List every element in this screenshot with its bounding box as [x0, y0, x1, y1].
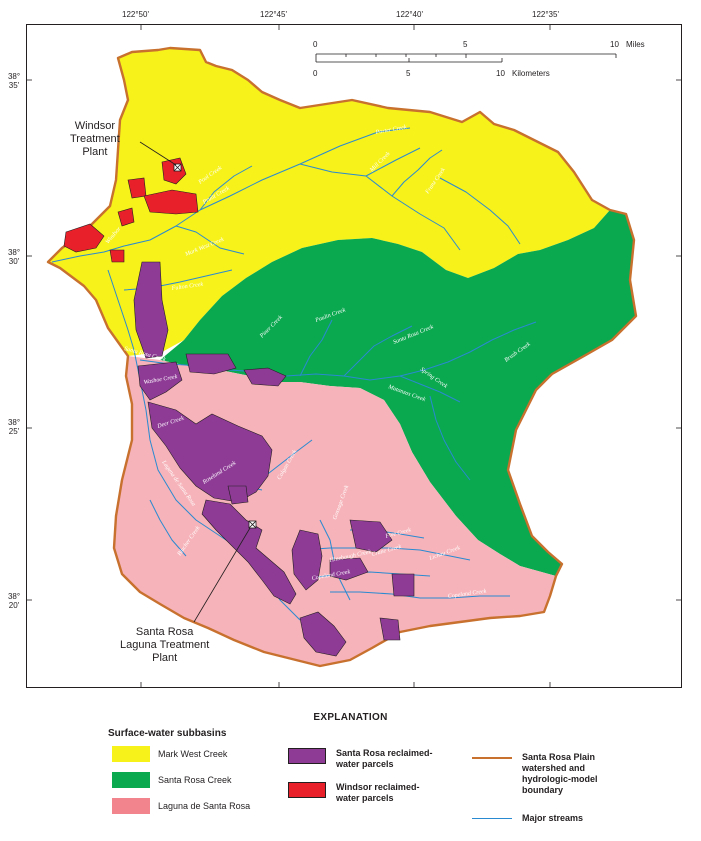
lat-label-3: 38° 25': [7, 418, 21, 436]
scale-miles-unit: Miles: [626, 40, 645, 49]
lat-label-2: 38° 30': [7, 248, 21, 266]
legend-label-laguna: Laguna de Santa Rosa: [158, 801, 251, 811]
legend-label-santa-rosa-parcels: Santa Rosa reclaimed- water parcels: [336, 748, 433, 769]
legend-label-boundary: Santa Rosa Plain watershed and hydrologi…: [522, 752, 598, 795]
stream-label-porter: Porter Creek: [374, 125, 407, 137]
legend-swatch-boundary: [472, 757, 512, 759]
scale-km-10: 10: [496, 69, 505, 78]
legend-label-santa-rosa-creek: Santa Rosa Creek: [158, 775, 232, 785]
stream-label-fulton: Fulton Creek: [170, 282, 203, 293]
stream-label-copeland-east: Copeland Creek: [447, 589, 487, 600]
watershed-map: Porter Creek Mill Creek Franz Creek Pool…: [26, 24, 682, 688]
scale-miles-10: 10: [610, 40, 619, 49]
scale-miles-0: 0: [313, 40, 318, 49]
scale-miles-5: 5: [463, 40, 468, 49]
treatment-plant-markers: [173, 163, 257, 529]
mark-west-subbasin: [48, 48, 610, 356]
santa-rosa-parcels: [133, 261, 415, 657]
legend-swatch-santa-rosa-creek: [112, 772, 150, 788]
scale-km-0: 0: [313, 69, 318, 78]
lon-label-3: 122°40': [396, 10, 423, 19]
legend-swatch-streams: [472, 818, 512, 819]
legend-label-windsor-parcels: Windsor reclaimed- water parcels: [336, 782, 420, 803]
windsor-plant-leader: [139, 141, 177, 166]
legend-swatch-mark-west: [112, 746, 150, 762]
legend-swatch-windsor-parcels: [288, 782, 326, 798]
legend-label-streams: Major streams: [522, 813, 584, 823]
santa-rosa-creek-subbasin: [160, 210, 636, 576]
lat-label-4: 38° 20': [7, 592, 21, 610]
legend-subbasins-heading: Surface-water subbasins: [108, 728, 227, 739]
scale-bar: [315, 53, 617, 63]
legend-label-mark-west: Mark West Creek: [158, 749, 228, 759]
legend-swatch-santa-rosa-parcels: [288, 748, 326, 764]
legend-swatch-laguna: [112, 798, 150, 814]
lat-label-1: 38° 35': [7, 72, 21, 90]
stream-label-washoe: Washoe Creek: [143, 374, 178, 386]
graticule-ticks: [26, 24, 682, 688]
lon-label-1: 122°50': [122, 10, 149, 19]
explanation-title: EXPLANATION: [313, 712, 388, 723]
lon-label-4: 122°35': [532, 10, 559, 19]
scale-km-unit: Kilometers: [512, 69, 550, 78]
lon-label-2: 122°45': [260, 10, 287, 19]
windsor-plant-label: Windsor Treatment Plant: [70, 120, 120, 158]
scale-km-5: 5: [406, 69, 411, 78]
model-boundary: [46, 46, 638, 668]
laguna-plant-label: Santa Rosa Laguna Treatment Plant: [120, 626, 210, 664]
laguna-plant-leader: [193, 527, 251, 623]
